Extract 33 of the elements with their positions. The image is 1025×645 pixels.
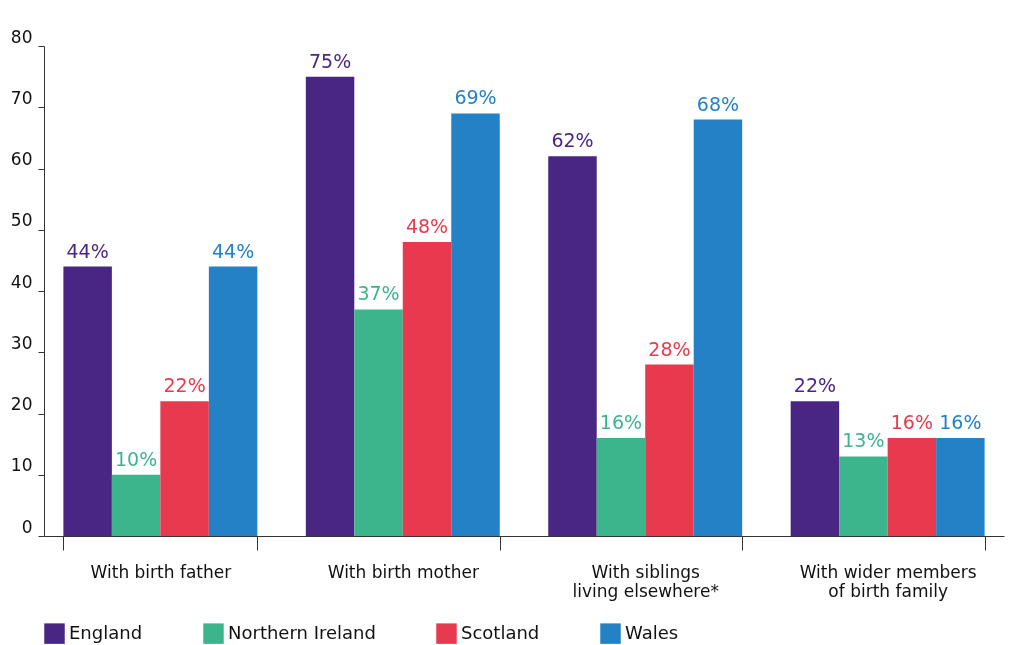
data-label: 28% [648, 337, 691, 360]
y-tick-label: 60 [10, 149, 33, 169]
y-tick-label: 10 [10, 455, 33, 476]
data-label: 75% [308, 49, 352, 72]
data-label: 13% [842, 429, 885, 452]
data-label: 44% [66, 239, 109, 262]
data-label: 37% [357, 282, 400, 305]
data-label: 62% [551, 129, 594, 152]
data-label: 22% [793, 374, 837, 397]
data-label: 48% [405, 215, 449, 237]
y-tick-label: 40 [10, 271, 33, 292]
legend-label: Wales [625, 621, 679, 643]
y-tick-label: 30 [10, 332, 33, 353]
data-label: 22% [163, 374, 206, 397]
data-label: 10% [115, 447, 158, 470]
data-label: 16% [939, 411, 982, 433]
y-tick-label: 80 [10, 26, 33, 47]
y-tick-label: 70 [10, 87, 33, 108]
y-tick-label: 50 [10, 210, 33, 231]
y-tick-label: 20 [10, 394, 33, 414]
x-tick-label: With wider members of birth family [799, 561, 977, 601]
data-label: 68% [696, 92, 740, 115]
x-tick-label: With birth mother [327, 561, 479, 582]
legend-label: England [69, 621, 143, 643]
x-tick-label: With birth father [90, 561, 232, 582]
data-label: 44% [211, 239, 255, 262]
legend-label: Northern Ireland [228, 621, 376, 643]
data-label: 69% [454, 86, 497, 109]
x-tick-label: With siblings living elsewhere* [572, 561, 719, 601]
data-label: 16% [890, 411, 933, 433]
legend-label: Scotland [461, 621, 540, 643]
y-tick-label: 0 [21, 516, 33, 537]
data-label: 16% [599, 411, 643, 433]
